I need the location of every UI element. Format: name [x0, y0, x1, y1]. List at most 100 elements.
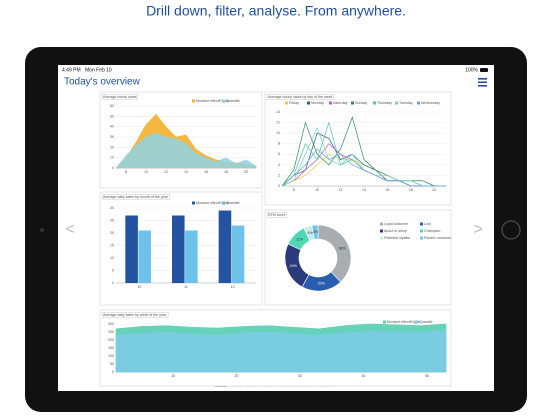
y-tick-label: 14	[276, 110, 280, 114]
legend-label: Potential loyalist	[384, 236, 410, 240]
y-tick-label: 100	[108, 354, 114, 358]
slice-label: 3%	[313, 230, 319, 234]
screen-title: Today's overview	[64, 77, 141, 88]
x-tick-label: 10	[315, 188, 319, 192]
slice-label: 38%	[339, 246, 347, 250]
legend-swatch	[285, 101, 288, 105]
prev-arrow[interactable]: <	[65, 221, 74, 238]
legend-label: Wednesday	[421, 101, 440, 105]
x-tick-label: 10	[137, 285, 141, 289]
x-tick-label: 20	[235, 374, 239, 378]
legend-label: Recent customer	[424, 236, 452, 240]
line	[281, 148, 446, 187]
legend-swatch	[329, 101, 332, 105]
x-tick-label: 8	[293, 188, 295, 192]
x-tick-label: 8	[125, 170, 127, 174]
headline: Drill down, filter, analyse. From anywhe…	[146, 3, 406, 19]
y-tick-label: 10	[110, 256, 114, 260]
status-time: 4:49 PM	[62, 67, 81, 73]
bar	[125, 215, 138, 283]
x-tick-label: 11	[184, 285, 188, 289]
bar	[231, 225, 245, 283]
x-tick-label: 14	[184, 170, 188, 174]
title-box	[101, 94, 138, 100]
area	[115, 330, 447, 373]
title-box	[101, 312, 169, 318]
legend-swatch	[192, 99, 195, 103]
legend-swatch	[192, 201, 195, 205]
legend-label: Loyal customer	[384, 222, 409, 226]
bar	[185, 230, 198, 283]
y-tick-label: 0	[278, 184, 280, 188]
legend-swatch	[383, 320, 386, 324]
legend-label: Montant effectif ligne	[196, 201, 229, 205]
y-tick-label: 30	[110, 206, 114, 210]
y-tick-label: 30	[110, 135, 114, 139]
x-tick-label: 20	[432, 188, 436, 192]
y-tick-label: 8	[278, 142, 280, 146]
x-tick-label: 12	[339, 188, 343, 192]
y-tick-label: 10	[110, 156, 114, 160]
x-tick-label: 18	[409, 188, 413, 192]
legend-label: Montant effectif ligne	[196, 99, 229, 103]
legend-swatch	[380, 229, 383, 233]
y-tick-label: 5	[112, 268, 114, 272]
legend-swatch	[373, 101, 376, 105]
legend-swatch	[380, 222, 383, 226]
line	[281, 116, 446, 187]
legend-label: Quantité	[419, 320, 433, 324]
legend-swatch	[420, 236, 423, 240]
y-tick-label: 40	[110, 125, 114, 129]
y-tick-label: 150	[108, 346, 114, 350]
legend-swatch	[307, 101, 310, 105]
legend-swatch	[222, 99, 225, 103]
y-tick-label: 10	[276, 131, 280, 135]
y-tick-label: 15	[110, 243, 114, 247]
y-tick-label: 200	[108, 338, 114, 342]
y-tick-label: 60	[110, 104, 114, 108]
x-tick-label: 12	[231, 285, 235, 289]
y-tick-label: 4	[278, 163, 280, 167]
chart-title: Average daily sales by week of the year	[103, 313, 167, 317]
legend-swatch	[351, 101, 354, 105]
slice-label: 20%	[318, 282, 326, 286]
legend-swatch	[380, 236, 383, 240]
area	[115, 132, 257, 169]
legend-label: Saturday	[333, 101, 348, 105]
status-battery: 100%	[465, 67, 478, 73]
next-arrow[interactable]: >	[473, 221, 482, 238]
y-tick-label: 0	[112, 370, 114, 374]
y-tick-label: 2	[278, 173, 280, 177]
y-tick-label: 12	[276, 121, 280, 125]
legend-swatch	[420, 229, 423, 233]
legend-label: About to sleep	[384, 229, 407, 233]
x-tick-label: 20	[244, 170, 248, 174]
y-tick-label: 50	[110, 362, 114, 366]
legend-label: Quantité	[226, 99, 240, 103]
slice-label: 24%	[290, 264, 298, 268]
legend-label: Lost	[424, 222, 431, 226]
y-tick-label: 0	[112, 166, 114, 170]
slice-label: 4%	[307, 231, 313, 235]
y-tick-label: 0	[112, 281, 114, 285]
legend-label: Sunday	[355, 101, 367, 105]
chart-title: RFM score	[268, 213, 286, 217]
y-tick-label: 300	[108, 322, 114, 326]
x-tick-label: 30	[298, 374, 302, 378]
legend-swatch	[222, 201, 225, 205]
y-tick-label: 20	[110, 231, 114, 235]
title-box	[266, 212, 287, 218]
legend-swatch	[415, 320, 418, 324]
legend-label: Friday	[289, 101, 299, 105]
home-button[interactable]	[501, 220, 521, 240]
menu-button[interactable]	[478, 78, 487, 87]
x-tick-label: 40	[362, 374, 366, 378]
x-tick-label: 10	[171, 374, 175, 378]
legend-label: Quantité	[226, 201, 240, 205]
x-tick-label: 12	[164, 170, 168, 174]
bar	[218, 210, 232, 283]
legend-label: Champion	[424, 229, 440, 233]
legend-swatch	[420, 222, 423, 226]
legend-label: Tuesday	[399, 101, 413, 105]
